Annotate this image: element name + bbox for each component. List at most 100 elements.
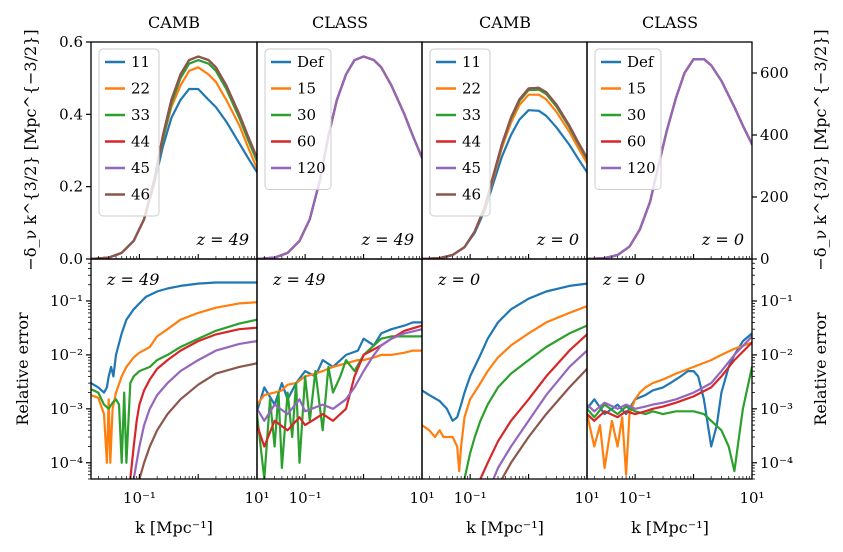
y-tick-label-bottom-left: 10⁻¹ bbox=[50, 292, 83, 310]
legend-entry-15: 15 bbox=[297, 80, 316, 98]
y-tick-label-top-right: 0 bbox=[760, 250, 770, 268]
column-title-4: CLASS bbox=[642, 13, 698, 32]
x-tick-label: 10¹ bbox=[409, 489, 434, 507]
legend-entry-11: 11 bbox=[131, 53, 150, 71]
series-line-46 bbox=[500, 367, 587, 479]
legend-entry-46: 46 bbox=[462, 186, 481, 204]
y-tick-label-top-left: 0.0 bbox=[59, 250, 83, 268]
legend-entry-44: 44 bbox=[131, 133, 150, 151]
y-tick-label-top-left: 0.4 bbox=[59, 105, 83, 123]
panel-bottom-2-series bbox=[257, 321, 422, 479]
annotation-top-4: z = 0 bbox=[701, 230, 744, 249]
x-tick-label: 10¹ bbox=[739, 489, 764, 507]
series-line-15 bbox=[587, 341, 752, 476]
panel-frame-bottom-4 bbox=[586, 258, 753, 480]
y-axis-label-bottom-right: Relative error bbox=[811, 312, 830, 426]
legend-entry-30: 30 bbox=[297, 106, 316, 124]
legend-entry-45: 45 bbox=[131, 159, 150, 177]
series-line-Def bbox=[587, 332, 752, 448]
column-title-3: CAMB bbox=[479, 13, 531, 32]
legend-entry-60: 60 bbox=[297, 133, 316, 151]
y-axis-label-top-right: −δ_ν k^{3/2} [Mpc^{−3/2}] bbox=[811, 29, 830, 270]
x-tick-label: 10⁻¹ bbox=[619, 489, 652, 507]
column-title-1: CAMB bbox=[148, 13, 200, 32]
panels-layer: 0.0 0.2 0.4 0.6 0 200 400 600 10⁻⁴ 10⁻⁴ 10⁻³ 10⁻³ 10… bbox=[50, 33, 793, 507]
legend-entry-46: 46 bbox=[131, 186, 150, 204]
y-tick-label-top-right: 600 bbox=[760, 64, 789, 82]
annotation-bottom-1: z = 49 bbox=[106, 270, 159, 289]
legend-entry-45: 45 bbox=[462, 159, 481, 177]
series-line-46 bbox=[91, 55, 257, 259]
panel-bottom-4-series bbox=[587, 332, 752, 476]
legend-entry-Def: Def bbox=[627, 53, 655, 71]
series-line-30 bbox=[587, 365, 752, 473]
legend-entry-15: 15 bbox=[627, 80, 646, 98]
panel-top-3-series bbox=[422, 86, 587, 259]
series-line-22 bbox=[91, 301, 257, 464]
legend-box bbox=[594, 48, 662, 190]
column-title-2: CLASS bbox=[312, 13, 368, 32]
panel-bottom-3-series bbox=[422, 282, 587, 479]
x-axis-label-1: k [Mpc⁻¹] bbox=[135, 518, 213, 537]
y-tick-label-bottom-right: 10⁻¹ bbox=[760, 292, 793, 310]
legend-entry-44: 44 bbox=[462, 133, 481, 151]
legend-entry-30: 30 bbox=[627, 106, 646, 124]
annotation-bottom-4: z = 0 bbox=[602, 270, 645, 289]
y-tick-label-top-left: 0.2 bbox=[59, 178, 83, 196]
legend-entry-120: 120 bbox=[297, 159, 326, 177]
y-tick-label-bottom-left: 10⁻³ bbox=[50, 400, 83, 418]
legend-entry-22: 22 bbox=[462, 80, 481, 98]
y-tick-label-top-right: 400 bbox=[760, 126, 789, 144]
series-line-120 bbox=[587, 57, 752, 259]
y-tick-label-bottom-right: 10⁻⁴ bbox=[760, 454, 793, 472]
legend-entry-11: 11 bbox=[462, 53, 481, 71]
series-line-120 bbox=[257, 55, 422, 259]
panel-bottom-1-series bbox=[91, 281, 257, 479]
series-line-11 bbox=[91, 281, 257, 394]
series-line-44 bbox=[479, 333, 587, 479]
annotation-bottom-3: z = 0 bbox=[437, 270, 480, 289]
series-line-46 bbox=[138, 362, 257, 479]
x-axis-label-2: k [Mpc⁻¹] bbox=[466, 518, 544, 537]
legend-entry-60: 60 bbox=[627, 133, 646, 151]
legend-entry-22: 22 bbox=[131, 80, 150, 98]
legend-entry-33: 33 bbox=[462, 106, 481, 124]
series-line-45 bbox=[492, 349, 587, 479]
y-tick-label-top-left: 0.6 bbox=[59, 33, 83, 51]
x-tick-label: 10⁻¹ bbox=[289, 489, 322, 507]
annotation-top-1: z = 49 bbox=[196, 230, 249, 249]
series-line-33 bbox=[463, 324, 587, 479]
series-line-120 bbox=[257, 328, 422, 422]
y-tick-label-bottom-right: 10⁻³ bbox=[760, 400, 793, 418]
legend-box bbox=[264, 48, 332, 190]
y-tick-label-bottom-left: 10⁻⁴ bbox=[50, 454, 83, 472]
annotation-top-2: z = 49 bbox=[361, 230, 414, 249]
y-tick-label-top-right: 200 bbox=[760, 188, 789, 206]
x-tick-label: 10¹ bbox=[244, 489, 269, 507]
y-axis-label-top-left: −δ_ν k^{3/2} [Mpc^{−3/2}] bbox=[21, 29, 40, 270]
annotation-top-3: z = 0 bbox=[536, 230, 579, 249]
x-tick-label: 10⁻¹ bbox=[454, 489, 487, 507]
legend-entry-Def: Def bbox=[297, 53, 325, 71]
x-tick-label: 10¹ bbox=[574, 489, 599, 507]
series-line-15 bbox=[257, 349, 422, 406]
x-tick-label: 10⁻¹ bbox=[123, 489, 156, 507]
panel-top-1-series bbox=[91, 55, 257, 259]
series-line-11 bbox=[422, 282, 587, 422]
legend-entry-33: 33 bbox=[131, 106, 150, 124]
legend-entry-120: 120 bbox=[627, 159, 656, 177]
series-line-30 bbox=[257, 335, 422, 479]
panel-top-4-series bbox=[587, 57, 752, 259]
panel-frame-bottom-3 bbox=[421, 258, 588, 480]
series-line-60 bbox=[587, 341, 752, 422]
legend-box bbox=[98, 48, 160, 217]
y-axis-label-bottom-left: Relative error bbox=[13, 312, 32, 426]
annotation-bottom-2: z = 49 bbox=[272, 270, 325, 289]
series-line-44 bbox=[129, 326, 257, 479]
series-line-46 bbox=[422, 86, 587, 259]
series-line-120 bbox=[587, 335, 752, 413]
series-line-33 bbox=[91, 318, 257, 464]
y-tick-label-bottom-left: 10⁻² bbox=[50, 346, 83, 364]
legend-box bbox=[429, 48, 491, 217]
